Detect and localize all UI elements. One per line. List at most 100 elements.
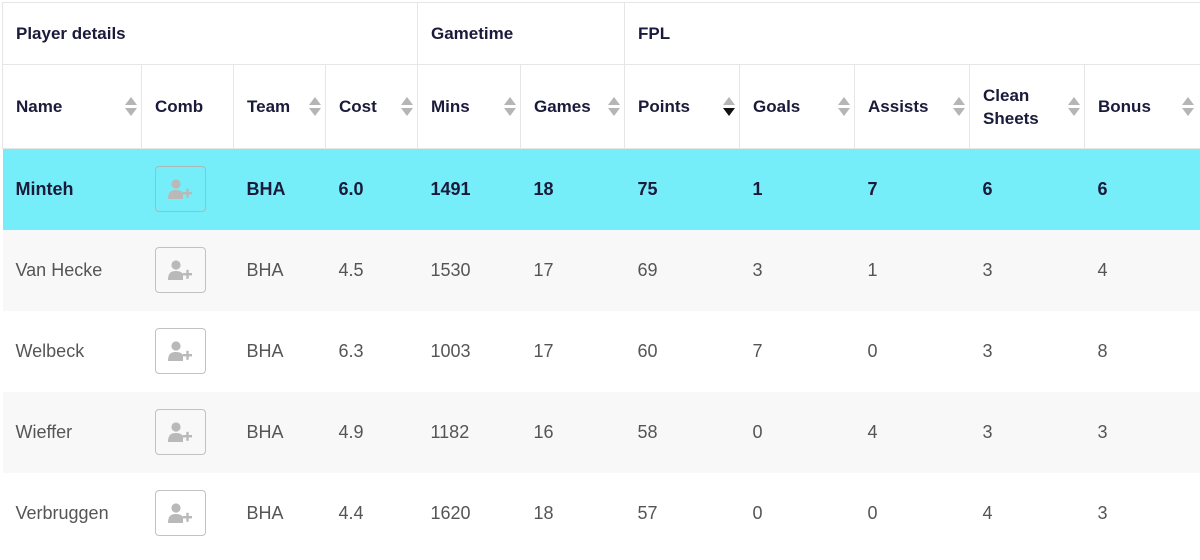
cell-cost: 4.5 [325, 229, 418, 311]
cell-goals: 0 [739, 472, 855, 554]
add-to-comparison-button[interactable] [154, 409, 206, 455]
cell-clean-sheets: 3 [969, 391, 1085, 473]
cell-bonus: 3 [1084, 391, 1200, 473]
cell-name: Minteh [2, 148, 142, 230]
cell-points: 69 [624, 229, 740, 311]
table-row-highlighted[interactable]: Minteh BHA 6.0 1491 18 75 1 7 6 6 [2, 148, 1200, 230]
table-row[interactable]: Verbruggen BHA 4.4 1620 18 57 0 0 4 3 [2, 472, 1200, 554]
cell-assists: 7 [854, 148, 970, 230]
column-header-name[interactable]: Name [2, 64, 142, 149]
column-header-bonus[interactable]: Bonus [1084, 64, 1200, 149]
cell-games: 17 [520, 229, 625, 311]
cell-comb [141, 391, 234, 473]
cell-comb [141, 310, 234, 392]
sort-icon[interactable] [309, 96, 321, 117]
column-header-assists[interactable]: Assists [854, 64, 971, 149]
cell-cost: 6.0 [325, 148, 418, 230]
column-label: Name [16, 97, 63, 116]
cell-comb [141, 229, 234, 311]
column-label: Clean Sheets [983, 85, 1039, 128]
column-header-goals[interactable]: Goals [739, 64, 856, 149]
cell-clean-sheets: 4 [969, 472, 1085, 554]
sort-icon[interactable] [1182, 96, 1195, 117]
cell-team: BHA [233, 310, 326, 392]
add-to-comparison-button[interactable] [154, 328, 206, 374]
cell-bonus: 4 [1084, 229, 1200, 311]
table-body: Minteh BHA 6.0 1491 18 75 1 7 6 6 Van He… [2, 148, 1200, 554]
sort-icon[interactable] [504, 96, 516, 117]
cell-team: BHA [233, 229, 326, 311]
cell-mins: 1182 [417, 391, 521, 473]
cell-mins: 1003 [417, 310, 521, 392]
column-label: Goals [753, 97, 801, 116]
table-row[interactable]: Welbeck BHA 6.3 1003 17 60 7 0 3 8 [2, 310, 1200, 392]
cell-games: 18 [520, 472, 625, 554]
sort-icon[interactable] [608, 96, 621, 117]
sort-icon[interactable] [401, 96, 413, 117]
group-header-player-details: Player details [2, 2, 418, 65]
cell-games: 18 [520, 148, 625, 230]
cell-clean-sheets: 6 [969, 148, 1085, 230]
cell-assists: 4 [854, 391, 970, 473]
cell-points: 58 [624, 391, 740, 473]
column-label: Team [247, 97, 291, 116]
add-to-comparison-button[interactable] [154, 247, 206, 293]
column-header-games[interactable]: Games [519, 64, 626, 149]
cell-bonus: 6 [1084, 148, 1200, 230]
cell-team: BHA [233, 148, 326, 230]
cell-goals: 3 [739, 229, 855, 311]
cell-assists: 1 [854, 229, 970, 311]
column-label: Mins [431, 97, 470, 116]
cell-mins: 1530 [417, 229, 521, 311]
cell-name: Van Hecke [2, 229, 142, 311]
column-label: Cost [339, 97, 377, 116]
sort-icon[interactable] [125, 96, 137, 117]
sort-icon[interactable] [953, 96, 966, 117]
column-header-clean-sheets[interactable]: Clean Sheets [969, 64, 1086, 149]
cell-points: 57 [624, 472, 740, 554]
column-header-cost[interactable]: Cost [325, 64, 418, 149]
add-user-icon [168, 341, 192, 361]
column-header-row: Name Comb Team Cost Mins Games Points Go… [2, 64, 1200, 149]
add-user-icon [168, 260, 192, 280]
table-row[interactable]: Van Hecke BHA 4.5 1530 17 69 3 1 3 4 [2, 229, 1200, 311]
cell-games: 16 [520, 391, 625, 473]
cell-cost: 4.4 [325, 472, 418, 554]
group-header-fpl: FPL [624, 2, 1200, 65]
column-header-comb: Comb [141, 64, 234, 149]
cell-mins: 1491 [417, 148, 521, 230]
column-label: Assists [868, 97, 929, 116]
column-header-team[interactable]: Team [233, 64, 326, 149]
cell-comb [141, 472, 234, 554]
cell-clean-sheets: 3 [969, 229, 1085, 311]
cell-name: Welbeck [2, 310, 142, 392]
column-group-row: Player details Gametime FPL [2, 2, 1200, 65]
cell-bonus: 3 [1084, 472, 1200, 554]
column-label: Comb [155, 97, 204, 116]
sort-desc-icon[interactable] [723, 96, 736, 117]
cell-goals: 0 [739, 391, 855, 473]
cell-comb [141, 148, 234, 230]
cell-goals: 1 [739, 148, 855, 230]
cell-bonus: 8 [1084, 310, 1200, 392]
add-to-comparison-button[interactable] [154, 490, 206, 536]
sort-icon[interactable] [838, 96, 851, 117]
cell-mins: 1620 [417, 472, 521, 554]
cell-team: BHA [233, 391, 326, 473]
cell-cost: 4.9 [325, 391, 418, 473]
group-header-gametime: Gametime [416, 2, 626, 65]
sort-icon[interactable] [1068, 96, 1081, 117]
cell-points: 75 [624, 148, 740, 230]
table-row[interactable]: Wieffer BHA 4.9 1182 16 58 0 4 3 3 [2, 391, 1200, 473]
add-user-icon [168, 503, 192, 523]
cell-points: 60 [624, 310, 740, 392]
add-to-comparison-button[interactable] [154, 166, 206, 213]
cell-assists: 0 [854, 472, 970, 554]
cell-name: Verbruggen [2, 472, 142, 554]
cell-cost: 6.3 [325, 310, 418, 392]
cell-name: Wieffer [2, 391, 142, 473]
cell-clean-sheets: 3 [969, 310, 1085, 392]
column-header-mins[interactable]: Mins [417, 64, 521, 149]
cell-assists: 0 [854, 310, 970, 392]
column-header-points[interactable]: Points [624, 64, 741, 149]
